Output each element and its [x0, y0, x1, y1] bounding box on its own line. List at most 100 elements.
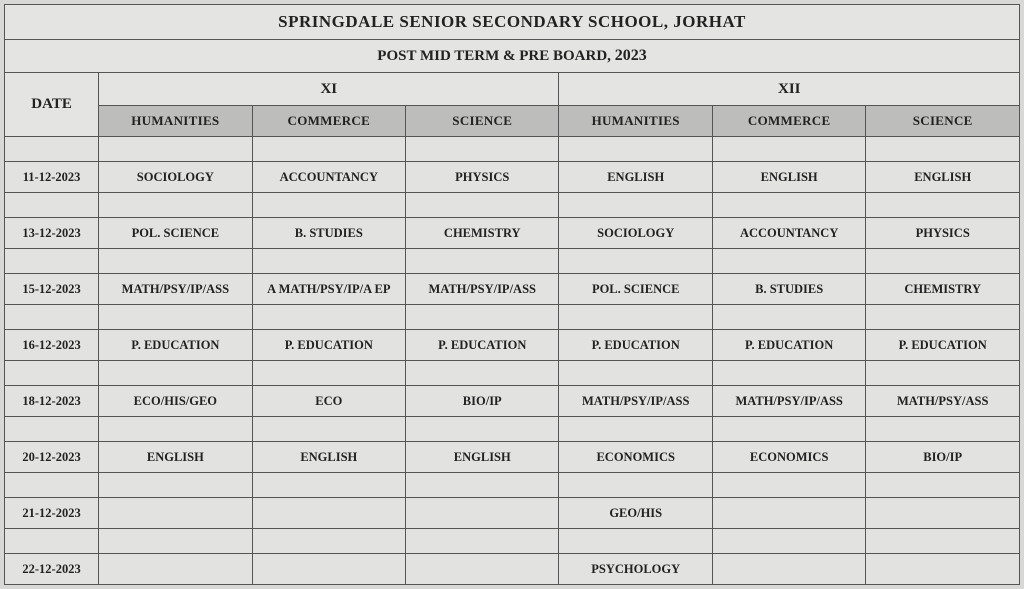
subject-cell: ENGLISH — [99, 442, 252, 473]
subject-cell: A MATH/PSY/IP/A EP — [252, 274, 405, 305]
table-row — [5, 529, 1020, 554]
subject-cell: MATH/PSY/IP/ASS — [99, 274, 252, 305]
spacer-cell — [406, 249, 559, 274]
class-xi-header: XI — [99, 73, 559, 106]
stream-header: HUMANITIES — [559, 106, 712, 137]
table-row: 11-12-2023SOCIOLOGYACCOUNTANCYPHYSICSENG… — [5, 162, 1020, 193]
class-xii-header: XII — [559, 73, 1020, 106]
subject-cell: SOCIOLOGY — [559, 218, 712, 249]
spacer-cell — [559, 417, 712, 442]
subject-cell: GEO/HIS — [559, 498, 712, 529]
spacer-cell — [712, 305, 865, 330]
date-header: DATE — [5, 73, 99, 137]
subject-cell: ENGLISH — [559, 162, 712, 193]
subject-cell — [99, 498, 252, 529]
subject-cell — [99, 554, 252, 585]
spacer-cell — [406, 305, 559, 330]
spacer-cell — [866, 417, 1020, 442]
table-row: 20-12-2023ENGLISHENGLISHENGLISHECONOMICS… — [5, 442, 1020, 473]
subject-cell: PHYSICS — [866, 218, 1020, 249]
subject-cell: P. EDUCATION — [99, 330, 252, 361]
spacer-cell — [712, 417, 865, 442]
date-cell: 18-12-2023 — [5, 386, 99, 417]
subject-cell: B. STUDIES — [252, 218, 405, 249]
date-cell: 22-12-2023 — [5, 554, 99, 585]
subject-cell: MATH/PSY/IP/ASS — [559, 386, 712, 417]
spacer-cell — [406, 361, 559, 386]
subject-cell: CHEMISTRY — [866, 274, 1020, 305]
subject-cell — [866, 498, 1020, 529]
spacer-cell — [406, 193, 559, 218]
spacer-cell — [99, 473, 252, 498]
spacer-cell — [866, 137, 1020, 162]
spacer-cell — [5, 473, 99, 498]
spacer-cell — [712, 529, 865, 554]
spacer-cell — [559, 473, 712, 498]
subject-cell: ENGLISH — [252, 442, 405, 473]
table-row: 15-12-2023MATH/PSY/IP/ASSA MATH/PSY/IP/A… — [5, 274, 1020, 305]
exam-schedule-table: SPRINGDALE SENIOR SECONDARY SCHOOL, JORH… — [4, 4, 1020, 585]
table-row — [5, 249, 1020, 274]
table-row: 18-12-2023ECO/HIS/GEOECOBIO/IPMATH/PSY/I… — [5, 386, 1020, 417]
subject-cell: P. EDUCATION — [712, 330, 865, 361]
subject-cell — [712, 498, 865, 529]
spacer-cell — [866, 249, 1020, 274]
subject-cell: SOCIOLOGY — [99, 162, 252, 193]
subject-cell: MATH/PSY/IP/ASS — [712, 386, 865, 417]
subject-cell: ECONOMICS — [559, 442, 712, 473]
subject-cell: ACCOUNTANCY — [712, 218, 865, 249]
spacer-cell — [866, 473, 1020, 498]
exam-title: POST MID TERM & PRE BOARD, 2023 — [5, 40, 1020, 73]
subject-cell: PHYSICS — [406, 162, 559, 193]
subject-cell: P. EDUCATION — [866, 330, 1020, 361]
exam-year-handwritten: 2023 — [615, 47, 647, 64]
exam-title-prefix: POST MID TERM & PRE BOARD, — [377, 48, 614, 64]
spacer-cell — [252, 193, 405, 218]
date-cell: 13-12-2023 — [5, 218, 99, 249]
subject-cell: BIO/IP — [866, 442, 1020, 473]
table-row — [5, 361, 1020, 386]
subject-cell: PSYCHOLOGY — [559, 554, 712, 585]
subject-cell: P. EDUCATION — [559, 330, 712, 361]
subject-cell — [252, 554, 405, 585]
subject-cell: BIO/IP — [406, 386, 559, 417]
spacer-cell — [252, 417, 405, 442]
spacer-cell — [559, 137, 712, 162]
spacer-cell — [99, 361, 252, 386]
spacer-cell — [406, 473, 559, 498]
date-cell: 11-12-2023 — [5, 162, 99, 193]
spacer-cell — [252, 249, 405, 274]
spacer-cell — [99, 417, 252, 442]
table-row: 16-12-2023P. EDUCATIONP. EDUCATIONP. EDU… — [5, 330, 1020, 361]
subject-cell: ACCOUNTANCY — [252, 162, 405, 193]
school-title: SPRINGDALE SENIOR SECONDARY SCHOOL, JORH… — [5, 5, 1020, 40]
spacer-cell — [99, 137, 252, 162]
subject-cell: B. STUDIES — [712, 274, 865, 305]
spacer-cell — [866, 361, 1020, 386]
spacer-cell — [5, 137, 99, 162]
subject-cell: ECO — [252, 386, 405, 417]
date-cell: 20-12-2023 — [5, 442, 99, 473]
table-row — [5, 137, 1020, 162]
table-row — [5, 417, 1020, 442]
schedule-body: 11-12-2023SOCIOLOGYACCOUNTANCYPHYSICSENG… — [5, 137, 1020, 585]
spacer-cell — [99, 529, 252, 554]
table-row: 21-12-2023 GEO/HIS — [5, 498, 1020, 529]
subject-cell: MATH/PSY/ASS — [866, 386, 1020, 417]
spacer-cell — [406, 529, 559, 554]
spacer-cell — [252, 473, 405, 498]
subject-cell — [712, 554, 865, 585]
spacer-cell — [866, 305, 1020, 330]
subject-cell: POL. SCIENCE — [559, 274, 712, 305]
spacer-cell — [99, 305, 252, 330]
stream-header: SCIENCE — [406, 106, 559, 137]
subject-cell: P. EDUCATION — [252, 330, 405, 361]
spacer-cell — [406, 137, 559, 162]
spacer-cell — [252, 305, 405, 330]
spacer-cell — [712, 137, 865, 162]
spacer-cell — [252, 361, 405, 386]
spacer-cell — [5, 193, 99, 218]
spacer-cell — [559, 193, 712, 218]
spacer-cell — [252, 529, 405, 554]
date-cell: 21-12-2023 — [5, 498, 99, 529]
